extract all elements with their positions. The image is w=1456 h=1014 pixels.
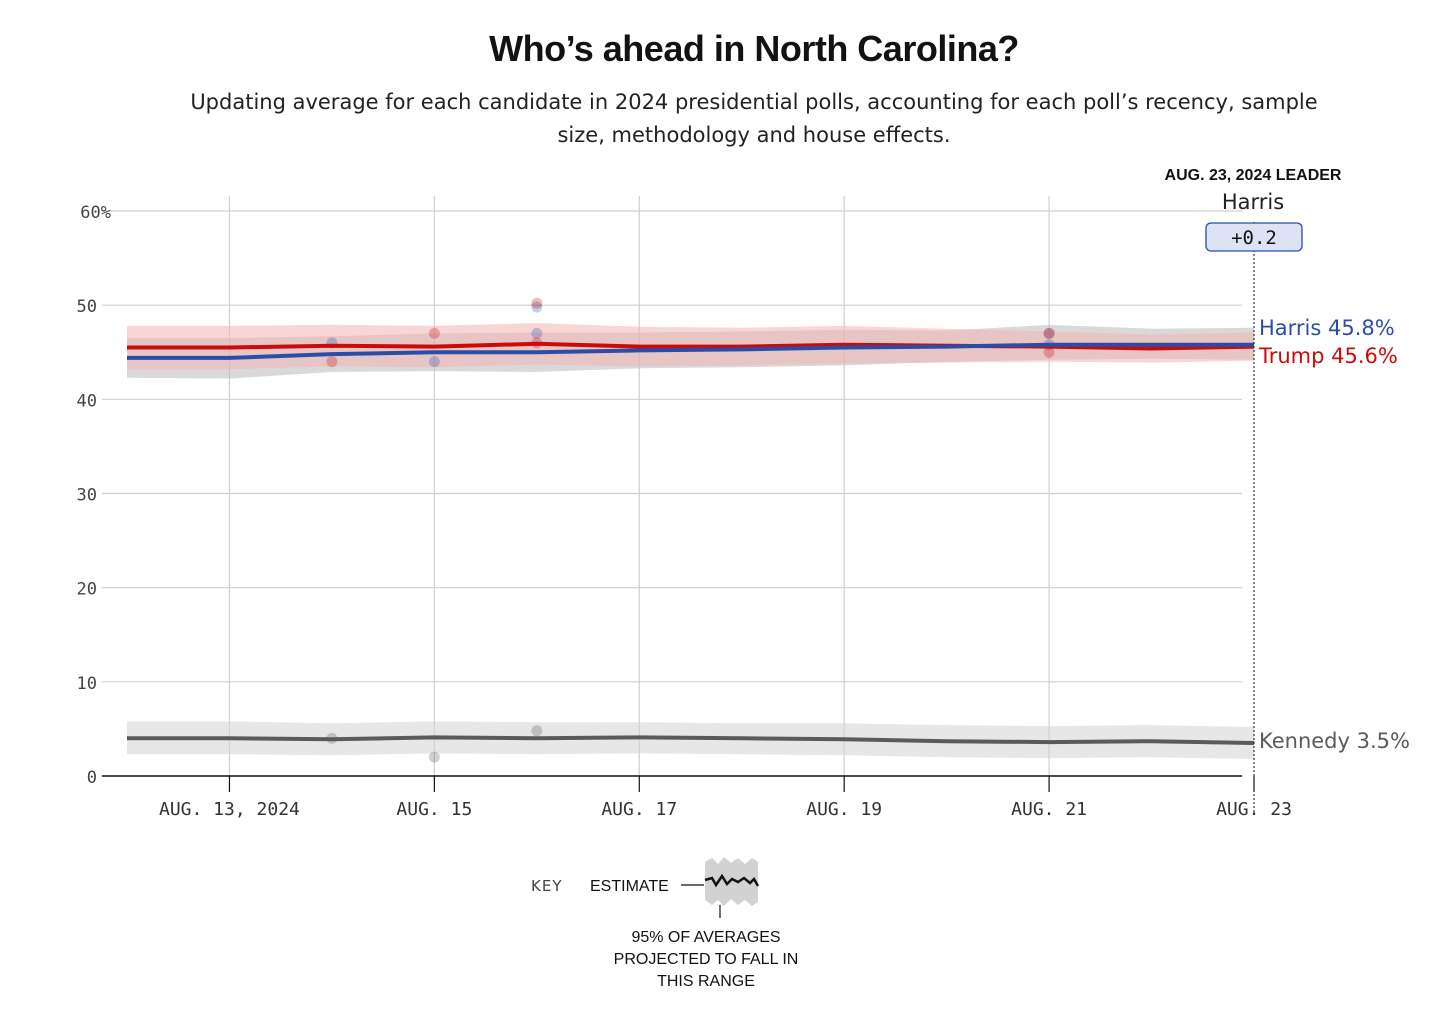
key-estimate-line-icon [704, 873, 760, 888]
end-label-harris: Harris 45.8% [1259, 316, 1395, 340]
key-estimate-label: ESTIMATE [590, 878, 669, 895]
key-range-band-icon [705, 857, 758, 906]
y-tick-label: 0 [87, 768, 97, 788]
y-tick-label: 30 [77, 486, 97, 506]
poll-dot-trump [1043, 327, 1055, 339]
y-tick-label: 50 [77, 297, 97, 317]
poll-dot-harris [1043, 327, 1055, 339]
key-range-text-2: PROJECTED TO FALL IN [614, 951, 799, 968]
x-tick-label: AUG. 21 [1011, 799, 1087, 820]
leader-margin-badge [1205, 222, 1303, 252]
x-tick-label: AUG. 17 [601, 799, 677, 820]
poll-dot-trump [531, 297, 543, 309]
y-tick-label: 20 [77, 580, 97, 600]
y-axis-ticks: 0 10 20 30 40 50 60% [77, 203, 111, 788]
line-harris [127, 342, 1254, 360]
poll-dot-harris [428, 356, 440, 368]
chart-subtitle: Updating average for each candidate in 2… [190, 90, 1318, 147]
poll-dot-trump [428, 327, 440, 339]
x-axis-ticks: AUG. 13, 2024 AUG. 15 AUG. 17 AUG. 19 AUG. 2… [159, 776, 1292, 820]
poll-dot-kennedy [428, 751, 440, 763]
end-label-kennedy: Kennedy 3.5% [1259, 729, 1410, 753]
leader-margin-value: +0.2 [1231, 227, 1277, 249]
key-range-text-3: THIS RANGE [657, 973, 755, 990]
leader-heading: AUG. 23, 2024 LEADER [1165, 167, 1342, 184]
y-tick-label: 10 [77, 674, 97, 694]
gridlines [102, 196, 1242, 776]
end-label-trump: Trump 45.6% [1258, 344, 1398, 368]
poll-dot-trump [1043, 346, 1055, 358]
line-kennedy [127, 735, 1255, 745]
y-tick-label: 40 [77, 391, 97, 411]
line-trump [127, 341, 1255, 351]
x-tick-label: AUG. 23 [1216, 799, 1292, 820]
leader-name: Harris [1222, 190, 1284, 214]
key-range-text-1: 95% OF AVERAGES [631, 929, 780, 946]
x-tick-label: AUG. 19 [806, 799, 882, 820]
confidence-bands [127, 323, 1254, 759]
y-tick-label: 60% [80, 203, 111, 223]
leader-annotation: AUG. 23, 2024 LEADER Harris +0.2 [1165, 167, 1342, 812]
poll-dot-harris [531, 327, 543, 339]
x-tick-label: AUG. 13, 2024 [159, 799, 300, 820]
key-label: KEY [531, 877, 562, 895]
series-lines [127, 341, 1255, 745]
poll-dot-kennedy [531, 725, 543, 737]
poll-dot-harris [531, 301, 543, 313]
chart-title: Who’s ahead in North Carolina? [489, 28, 1019, 69]
poll-dot-trump [326, 356, 338, 368]
chart-key: KEY ESTIMATE 95% OF AVERAGES PROJECTED T… [531, 857, 798, 990]
band-kennedy [127, 721, 1254, 759]
series-end-labels: Trump 45.6% Harris 45.8% Kennedy 3.5% [1258, 316, 1410, 753]
x-tick-label: AUG. 15 [396, 799, 472, 820]
